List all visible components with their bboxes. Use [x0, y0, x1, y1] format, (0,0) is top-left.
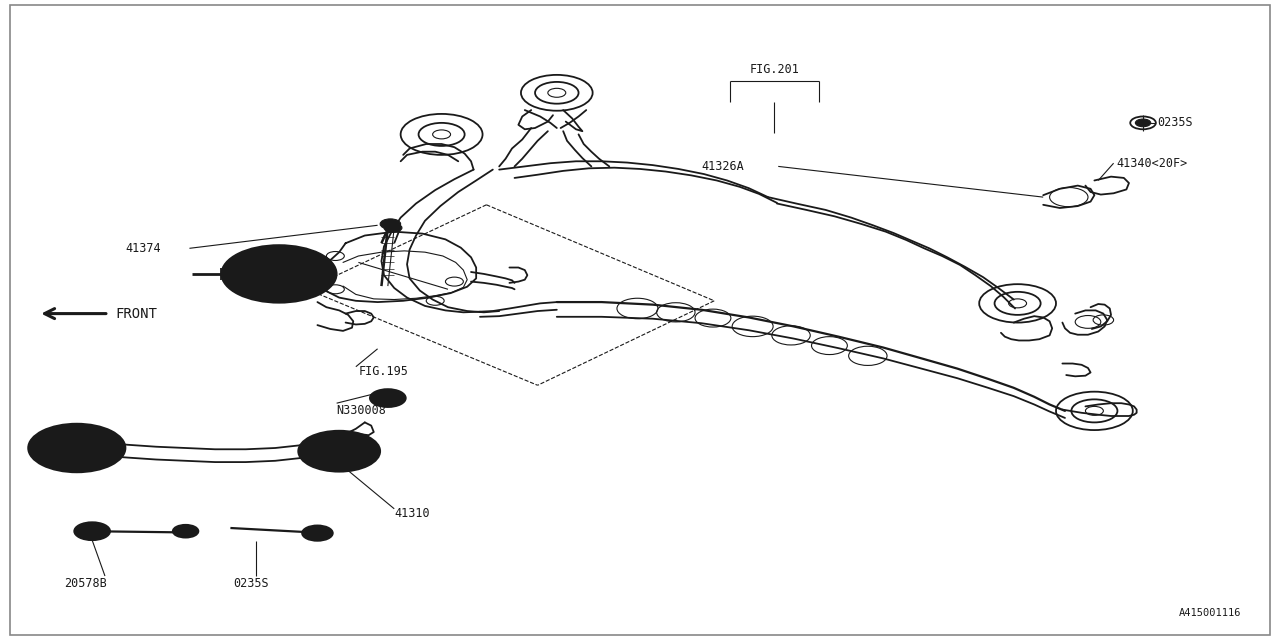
Text: 20578B: 20578B: [64, 577, 106, 590]
Polygon shape: [1085, 177, 1129, 195]
Polygon shape: [317, 302, 353, 331]
Circle shape: [1135, 119, 1151, 127]
Text: 41326A: 41326A: [701, 160, 744, 173]
Text: 0235S: 0235S: [233, 577, 269, 590]
Text: 41374: 41374: [125, 242, 161, 255]
Polygon shape: [1043, 186, 1094, 208]
Circle shape: [173, 525, 198, 538]
Text: FRONT: FRONT: [115, 307, 157, 321]
Text: N330008: N330008: [337, 404, 387, 417]
Polygon shape: [320, 232, 476, 302]
Circle shape: [302, 525, 333, 541]
Text: A415001116: A415001116: [1179, 608, 1242, 618]
Text: FIG.201: FIG.201: [750, 63, 799, 76]
Circle shape: [28, 424, 125, 472]
Text: 41310: 41310: [394, 507, 430, 520]
Text: 41340<20F>: 41340<20F>: [1116, 157, 1188, 170]
Circle shape: [384, 223, 402, 232]
Circle shape: [370, 389, 406, 407]
Circle shape: [221, 245, 337, 303]
Text: FIG.195: FIG.195: [358, 365, 408, 378]
Circle shape: [74, 522, 110, 540]
Circle shape: [298, 431, 380, 472]
Circle shape: [380, 219, 401, 229]
Text: 0235S: 0235S: [1157, 116, 1193, 129]
